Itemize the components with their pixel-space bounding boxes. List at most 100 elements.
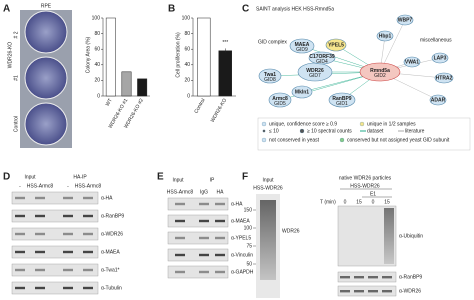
node-label: YPEL5 [328, 42, 344, 48]
e1-label: E1 [370, 191, 376, 197]
node [431, 52, 449, 64]
node-label: C17ORF39 [309, 54, 335, 60]
lane-label: - [67, 183, 69, 189]
legend-label: unique in 1/2 samples [367, 121, 416, 127]
y-axis-label: Colony Area (%) [85, 36, 91, 73]
smear [384, 208, 394, 264]
band [35, 286, 45, 290]
blots: α-HA α-RanBP9 α-WDR26 α-MAEA α-Twa1* α-Tubuli… [11, 191, 124, 295]
node-sublabel: GID4 [316, 59, 328, 65]
node [434, 72, 454, 84]
node-label: MAEA [295, 42, 310, 48]
panel-label: C [242, 4, 249, 15]
band [63, 268, 73, 272]
legend-label: dataset [367, 128, 384, 134]
band [83, 196, 93, 200]
bar [137, 78, 148, 97]
band [83, 268, 93, 272]
legend-label: ≥ 10 spectral counts [307, 128, 352, 134]
legend-label: not conserved in yeast [269, 137, 320, 143]
band [215, 253, 225, 257]
band [15, 214, 25, 218]
time-label: 0 [344, 199, 347, 205]
band [15, 232, 25, 236]
node-label: ADAR [431, 97, 446, 103]
node [396, 14, 414, 26]
band [63, 286, 73, 290]
lane-label: - [19, 183, 21, 189]
y-tick-label: 40 [184, 62, 190, 68]
node-label: RanBP9 [332, 96, 351, 102]
blot [337, 285, 397, 297]
antibody-label: α-MAEA [101, 249, 120, 255]
band [199, 202, 209, 206]
band [83, 250, 93, 254]
panel-label: A [3, 4, 10, 15]
band [382, 290, 392, 293]
band [35, 250, 45, 254]
time-label: 0 [372, 199, 375, 205]
legend-swatch [261, 121, 267, 127]
blot [11, 281, 99, 295]
node [359, 62, 401, 82]
node-sublabel: GID1 [336, 101, 348, 107]
band [175, 270, 185, 274]
antibody-label: α-MAEA [231, 218, 250, 224]
blots: α-HA α-MAEA α-YPEL5 α-Vinculin α-GAPDH [167, 197, 254, 279]
blot [11, 245, 99, 259]
node [308, 51, 336, 65]
band [83, 214, 93, 218]
node-label: Armc8 [272, 96, 288, 102]
y-axis-label: Cell proliferation (%) [175, 32, 181, 78]
legend-label: conserved but not assigned yeast GID sub… [347, 137, 450, 143]
antibody-label: α-WDR26 [101, 231, 123, 237]
band [15, 196, 25, 200]
node-label: WBP7 [398, 17, 413, 23]
node-sublabel: GID9 [296, 47, 308, 53]
band [368, 276, 378, 279]
image-title: RPE [41, 3, 52, 9]
legend-swatch [339, 137, 345, 143]
node [403, 56, 421, 68]
antibody-label: α-RanBP9 [101, 213, 124, 219]
antibody-label: α-Vinculin [231, 252, 253, 258]
y-tick-label: 20 [94, 78, 100, 84]
antibody-label: α-HA [101, 195, 113, 201]
y-tick-label: 0 [187, 93, 190, 99]
band [199, 219, 209, 223]
band [340, 290, 350, 293]
node-label: WDR26 [306, 68, 324, 74]
image-label: Control [13, 116, 19, 132]
lane-label: HSS-Armc8 [27, 183, 54, 189]
markers: 150 100 75 50 [244, 207, 256, 267]
blot [167, 197, 229, 211]
antibody-label: α-Twa1* [101, 267, 120, 273]
marker-label: 50 [246, 261, 252, 267]
band [15, 268, 25, 272]
legend-swatch [299, 128, 305, 134]
header: Input [262, 177, 274, 183]
band [382, 276, 392, 279]
y-tick-label: 20 [184, 78, 190, 84]
node-label: Rmnd5a [370, 68, 390, 74]
node [268, 92, 292, 108]
blot [167, 214, 229, 228]
band [354, 290, 364, 293]
panel-label: F [242, 172, 248, 183]
legend-swatch [261, 137, 267, 143]
blot [167, 248, 229, 262]
lane-label: HA [217, 189, 225, 195]
antibody-label: α-HA [231, 201, 243, 207]
blot [11, 209, 99, 223]
bar [121, 71, 132, 97]
legend-label: literature [405, 128, 425, 134]
legend-swatch [262, 129, 266, 133]
header: HA-IP [73, 174, 87, 180]
band [368, 290, 378, 293]
band [35, 196, 45, 200]
antibody-label: α-Ubiquitin [399, 233, 423, 239]
node-label: VWA1 [405, 59, 419, 65]
node-label: Mkln1 [295, 89, 309, 95]
